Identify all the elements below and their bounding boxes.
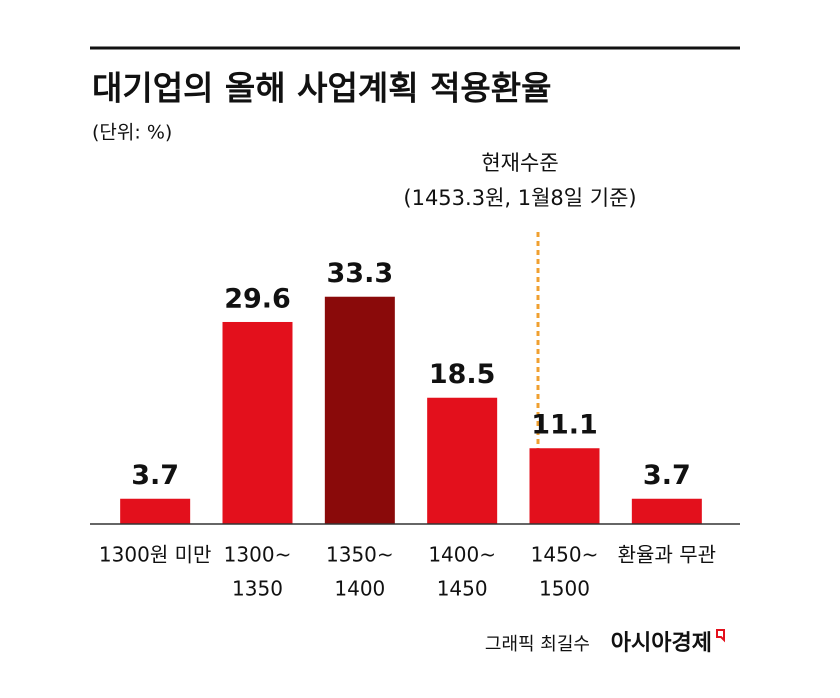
x-tick-label: 1500 — [539, 577, 590, 601]
value-label: 3.7 — [643, 460, 691, 491]
annotation: (1453.3원, 1월8일 기준) — [403, 186, 636, 210]
subtitle: (단위: %) — [92, 122, 172, 144]
x-tick-label: 1300~ — [224, 543, 292, 567]
x-tick-label: 1450 — [437, 577, 488, 601]
x-tick-label: 1400~ — [428, 543, 496, 567]
x-tick-label: 1450~ — [531, 543, 599, 567]
bar — [631, 498, 702, 524]
bar — [427, 397, 498, 524]
value-label: 3.7 — [131, 460, 179, 491]
x-tick-label: 1400 — [334, 577, 385, 601]
value-label: 18.5 — [429, 359, 496, 390]
source: 아시아경제 — [611, 631, 712, 656]
x-tick-label: 1350 — [232, 577, 283, 601]
bar — [529, 448, 600, 524]
bar — [324, 296, 395, 524]
chart-title: 대기업의 올해 사업계획 적용환율 — [92, 69, 552, 108]
value-label: 33.3 — [327, 258, 394, 289]
bar — [222, 321, 293, 524]
credit: 그래픽 최길수 — [485, 634, 590, 655]
logo-icon — [716, 629, 725, 643]
x-tick-label: 1350~ — [326, 543, 394, 567]
value-label: 11.1 — [531, 410, 598, 441]
x-tick-label: 환율과 무관 — [618, 543, 716, 567]
x-tick-label: 1300원 미만 — [99, 543, 211, 567]
value-label: 29.6 — [224, 283, 291, 314]
annotation: 현재수준 — [481, 151, 558, 175]
bar — [120, 498, 191, 524]
